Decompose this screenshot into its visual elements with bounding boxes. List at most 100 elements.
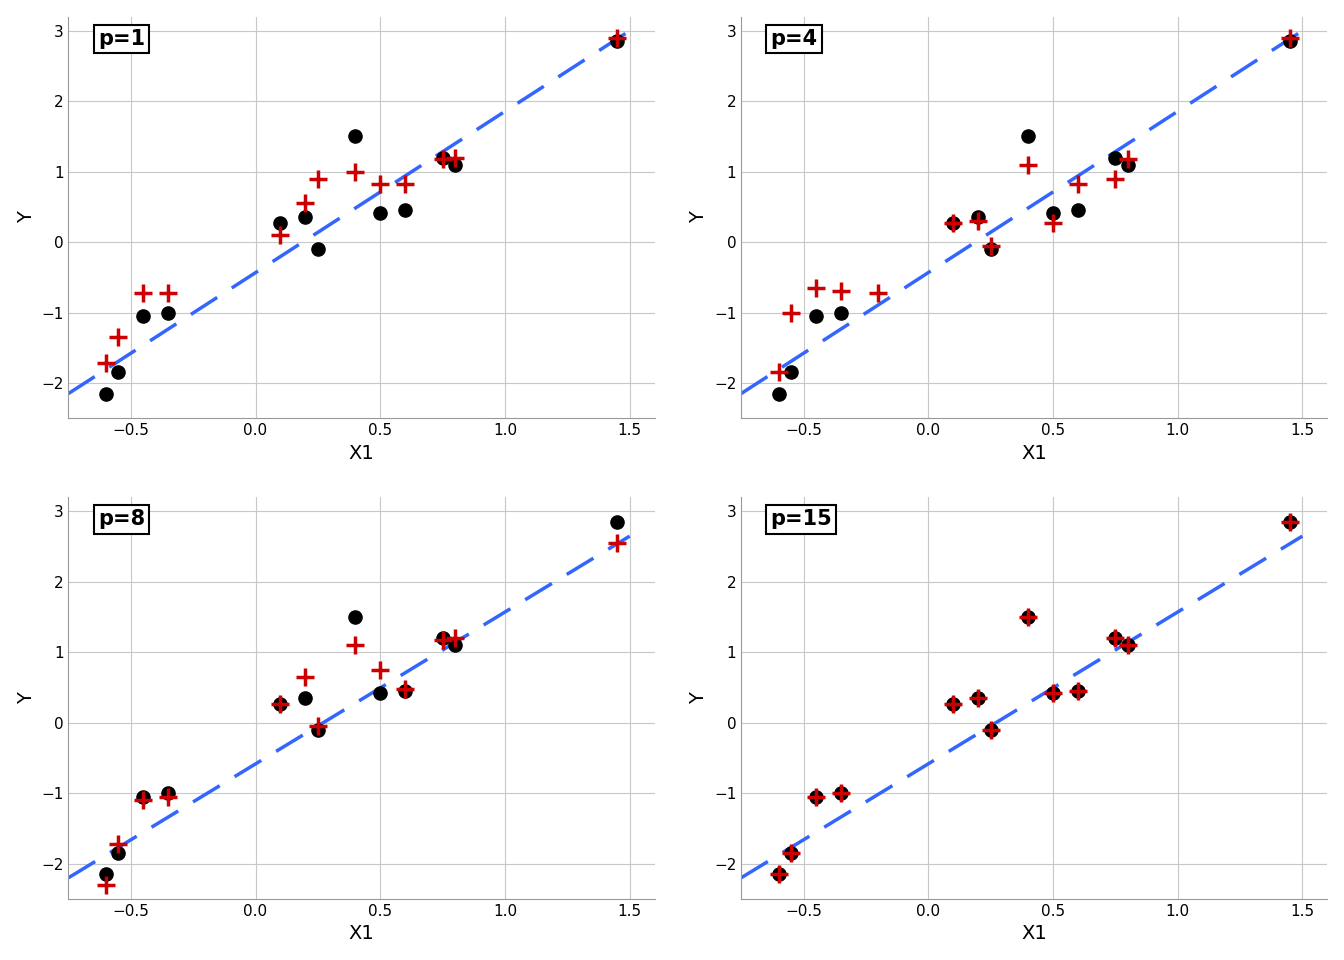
Point xyxy=(980,722,1001,737)
Point xyxy=(1105,171,1126,186)
X-axis label: X1: X1 xyxy=(348,924,375,944)
Point xyxy=(1042,685,1063,701)
Point xyxy=(344,610,366,625)
Point xyxy=(1042,215,1063,230)
Point xyxy=(431,632,453,647)
Point xyxy=(344,637,366,653)
Point xyxy=(308,722,329,737)
Point xyxy=(157,785,179,801)
Text: p=4: p=4 xyxy=(770,29,817,49)
Point xyxy=(370,685,391,701)
Point xyxy=(1067,684,1089,699)
Point xyxy=(270,696,292,711)
Point xyxy=(831,284,852,300)
Point xyxy=(805,789,827,804)
Point xyxy=(95,867,117,882)
Point xyxy=(370,662,391,678)
Point xyxy=(108,365,129,380)
Point xyxy=(1117,156,1138,172)
Point xyxy=(294,690,316,706)
Point xyxy=(394,203,415,218)
Point xyxy=(1105,631,1126,646)
Point xyxy=(344,129,366,144)
Point xyxy=(133,285,155,300)
Point xyxy=(1105,631,1126,646)
Point xyxy=(606,34,628,49)
Text: p=8: p=8 xyxy=(98,510,145,529)
Point xyxy=(831,785,852,801)
Point xyxy=(308,242,329,257)
Point xyxy=(157,305,179,321)
Point xyxy=(831,785,852,801)
Point xyxy=(108,846,129,861)
Point xyxy=(308,719,329,734)
Point xyxy=(1117,637,1138,653)
Point xyxy=(445,637,466,653)
Point xyxy=(370,204,391,220)
Point xyxy=(308,171,329,186)
Point xyxy=(980,242,1001,257)
X-axis label: X1: X1 xyxy=(348,444,375,463)
Point xyxy=(1117,152,1138,167)
Point xyxy=(968,690,989,706)
Point xyxy=(767,867,789,882)
Y-axis label: Y: Y xyxy=(16,211,36,224)
Text: p=1: p=1 xyxy=(98,29,145,49)
Point xyxy=(1017,610,1039,625)
Point xyxy=(133,793,155,808)
Point xyxy=(95,877,117,893)
Point xyxy=(1017,129,1039,144)
Point xyxy=(980,722,1001,737)
Text: p=15: p=15 xyxy=(770,510,832,529)
Point xyxy=(157,285,179,300)
Point xyxy=(1279,515,1301,530)
Point xyxy=(942,215,964,230)
Point xyxy=(968,213,989,228)
Y-axis label: Y: Y xyxy=(689,692,708,704)
Point xyxy=(133,789,155,804)
Point xyxy=(805,308,827,324)
Point xyxy=(1279,30,1301,45)
Point xyxy=(1017,610,1039,625)
Point xyxy=(606,536,628,551)
Point xyxy=(394,177,415,192)
X-axis label: X1: X1 xyxy=(1021,444,1047,463)
Point xyxy=(942,215,964,230)
Point xyxy=(1279,515,1301,530)
X-axis label: X1: X1 xyxy=(1021,924,1047,944)
Point xyxy=(294,669,316,684)
Point xyxy=(868,285,890,300)
Y-axis label: Y: Y xyxy=(16,692,36,704)
Point xyxy=(157,789,179,804)
Point xyxy=(1105,150,1126,165)
Point xyxy=(344,164,366,180)
Point xyxy=(95,386,117,401)
Point xyxy=(133,308,155,324)
Point xyxy=(781,846,802,861)
Point xyxy=(606,515,628,530)
Point xyxy=(1279,34,1301,49)
Point xyxy=(831,305,852,321)
Point xyxy=(394,682,415,697)
Point xyxy=(606,30,628,45)
Point xyxy=(767,867,789,882)
Point xyxy=(95,355,117,371)
Point xyxy=(370,177,391,192)
Point xyxy=(1042,204,1063,220)
Point xyxy=(1067,177,1089,192)
Point xyxy=(394,684,415,699)
Point xyxy=(294,210,316,226)
Point xyxy=(431,152,453,167)
Point xyxy=(781,305,802,321)
Point xyxy=(1042,685,1063,701)
Point xyxy=(805,789,827,804)
Point xyxy=(445,631,466,646)
Point xyxy=(445,156,466,172)
Point xyxy=(1117,637,1138,653)
Point xyxy=(1067,203,1089,218)
Point xyxy=(767,386,789,401)
Point xyxy=(942,696,964,711)
Point xyxy=(108,329,129,345)
Point xyxy=(968,690,989,706)
Point xyxy=(781,846,802,861)
